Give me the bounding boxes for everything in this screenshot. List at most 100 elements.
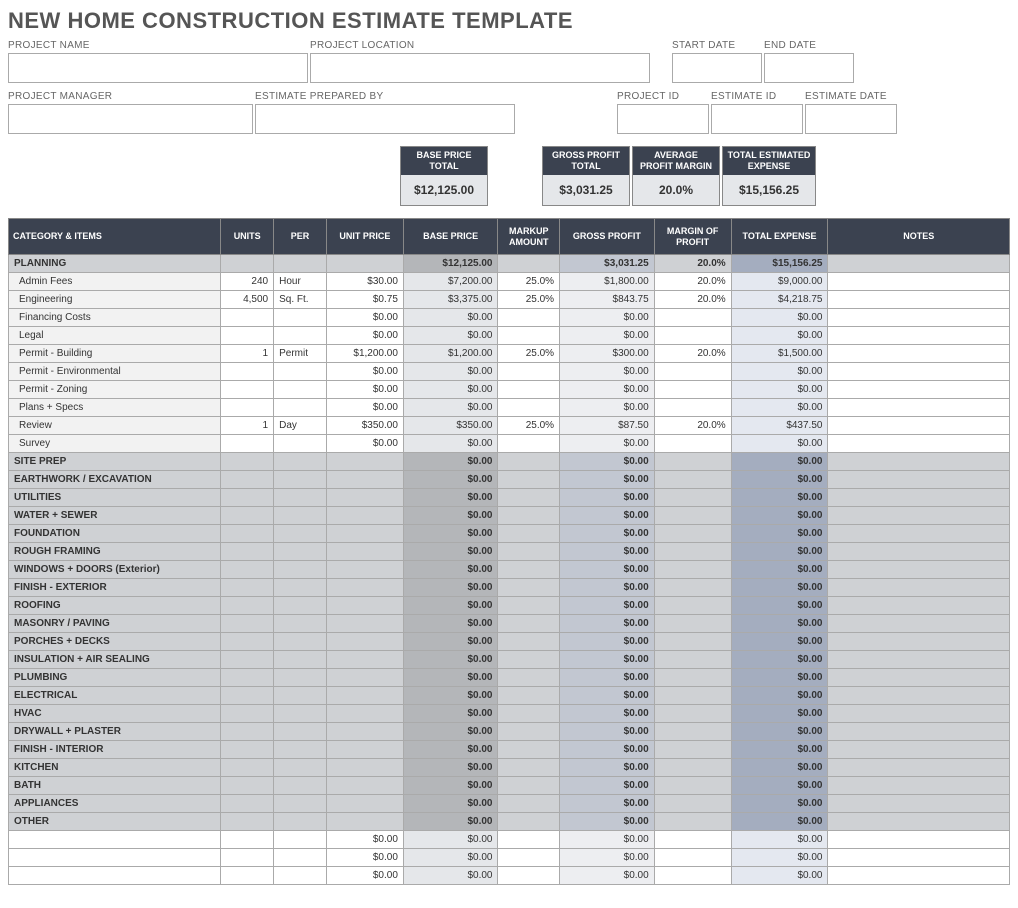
table-cell[interactable]: $0.00 (731, 381, 828, 399)
table-cell[interactable]: Admin Fees (9, 273, 221, 291)
table-cell[interactable] (654, 669, 731, 687)
table-cell[interactable]: $0.00 (326, 381, 403, 399)
table-cell[interactable]: $0.00 (560, 561, 655, 579)
table-cell[interactable]: $0.00 (403, 309, 498, 327)
table-cell[interactable]: $1,200.00 (326, 345, 403, 363)
table-cell[interactable]: $843.75 (560, 291, 655, 309)
table-cell[interactable] (654, 489, 731, 507)
table-cell[interactable] (221, 309, 274, 327)
table-cell[interactable]: $0.00 (403, 435, 498, 453)
table-cell[interactable]: $0.00 (731, 723, 828, 741)
table-cell[interactable]: $0.00 (731, 615, 828, 633)
table-cell[interactable]: Engineering (9, 291, 221, 309)
table-cell[interactable]: $0.00 (403, 597, 498, 615)
table-cell[interactable] (828, 813, 1010, 831)
table-cell[interactable]: PORCHES + DECKS (9, 633, 221, 651)
table-cell[interactable] (654, 543, 731, 561)
table-cell[interactable]: FOUNDATION (9, 525, 221, 543)
table-cell[interactable]: $0.00 (403, 723, 498, 741)
table-cell[interactable] (498, 327, 560, 345)
table-cell[interactable]: $0.00 (403, 831, 498, 849)
table-cell[interactable] (828, 417, 1010, 435)
table-cell[interactable] (654, 327, 731, 345)
table-cell[interactable]: $0.00 (560, 651, 655, 669)
form-input[interactable] (711, 104, 803, 134)
table-cell[interactable]: $0.00 (731, 543, 828, 561)
table-cell[interactable]: $0.00 (731, 687, 828, 705)
table-cell[interactable]: UTILITIES (9, 489, 221, 507)
table-cell[interactable] (221, 579, 274, 597)
table-cell[interactable]: 25.0% (498, 291, 560, 309)
table-cell[interactable]: Day (274, 417, 327, 435)
table-cell[interactable] (654, 813, 731, 831)
table-cell[interactable] (498, 435, 560, 453)
table-cell[interactable]: $0.00 (731, 579, 828, 597)
table-cell[interactable] (498, 741, 560, 759)
table-cell[interactable] (498, 687, 560, 705)
table-cell[interactable] (326, 507, 403, 525)
table-cell[interactable] (498, 597, 560, 615)
table-cell[interactable] (654, 687, 731, 705)
table-cell[interactable]: 20.0% (654, 255, 731, 273)
table-cell[interactable]: $0.00 (403, 705, 498, 723)
table-cell[interactable]: $0.00 (731, 435, 828, 453)
table-cell[interactable]: $0.00 (560, 831, 655, 849)
table-cell[interactable] (654, 831, 731, 849)
table-cell[interactable] (828, 795, 1010, 813)
table-cell[interactable]: $0.00 (326, 363, 403, 381)
table-cell[interactable]: $0.00 (560, 777, 655, 795)
table-cell[interactable]: $0.00 (326, 831, 403, 849)
table-cell[interactable] (654, 381, 731, 399)
table-cell[interactable]: $0.00 (403, 759, 498, 777)
table-cell[interactable] (828, 651, 1010, 669)
table-cell[interactable]: $0.00 (403, 579, 498, 597)
table-cell[interactable] (498, 651, 560, 669)
table-cell[interactable]: $0.00 (560, 453, 655, 471)
table-cell[interactable]: $0.00 (731, 471, 828, 489)
table-cell[interactable]: PLANNING (9, 255, 221, 273)
table-cell[interactable]: $0.00 (403, 669, 498, 687)
table-cell[interactable]: $350.00 (403, 417, 498, 435)
table-cell[interactable]: $0.00 (403, 849, 498, 867)
table-cell[interactable] (221, 831, 274, 849)
table-cell[interactable] (828, 363, 1010, 381)
table-cell[interactable] (828, 687, 1010, 705)
table-cell[interactable]: $4,218.75 (731, 291, 828, 309)
table-cell[interactable]: Survey (9, 435, 221, 453)
table-cell[interactable]: $0.00 (403, 777, 498, 795)
table-cell[interactable]: $0.00 (560, 327, 655, 345)
table-cell[interactable] (326, 597, 403, 615)
table-cell[interactable] (828, 399, 1010, 417)
table-cell[interactable] (274, 705, 327, 723)
table-cell[interactable] (221, 867, 274, 885)
table-cell[interactable]: 20.0% (654, 291, 731, 309)
table-cell[interactable] (274, 381, 327, 399)
table-cell[interactable] (274, 507, 327, 525)
table-cell[interactable]: $12,125.00 (403, 255, 498, 273)
table-cell[interactable] (828, 705, 1010, 723)
table-cell[interactable] (221, 327, 274, 345)
table-cell[interactable]: $0.00 (560, 579, 655, 597)
table-cell[interactable] (654, 309, 731, 327)
table-cell[interactable] (326, 543, 403, 561)
table-cell[interactable] (326, 453, 403, 471)
table-cell[interactable]: $0.00 (560, 381, 655, 399)
table-cell[interactable]: BATH (9, 777, 221, 795)
table-cell[interactable] (828, 633, 1010, 651)
table-cell[interactable] (9, 831, 221, 849)
table-cell[interactable] (274, 777, 327, 795)
table-cell[interactable]: $0.00 (560, 363, 655, 381)
table-cell[interactable] (221, 633, 274, 651)
table-cell[interactable] (498, 309, 560, 327)
table-cell[interactable]: $350.00 (326, 417, 403, 435)
table-cell[interactable] (326, 471, 403, 489)
table-cell[interactable]: APPLIANCES (9, 795, 221, 813)
table-cell[interactable] (221, 453, 274, 471)
table-cell[interactable]: Permit - Environmental (9, 363, 221, 381)
table-cell[interactable] (828, 471, 1010, 489)
table-cell[interactable] (654, 849, 731, 867)
table-cell[interactable]: 20.0% (654, 345, 731, 363)
table-cell[interactable]: $30.00 (326, 273, 403, 291)
table-cell[interactable]: ROUGH FRAMING (9, 543, 221, 561)
table-cell[interactable] (274, 795, 327, 813)
